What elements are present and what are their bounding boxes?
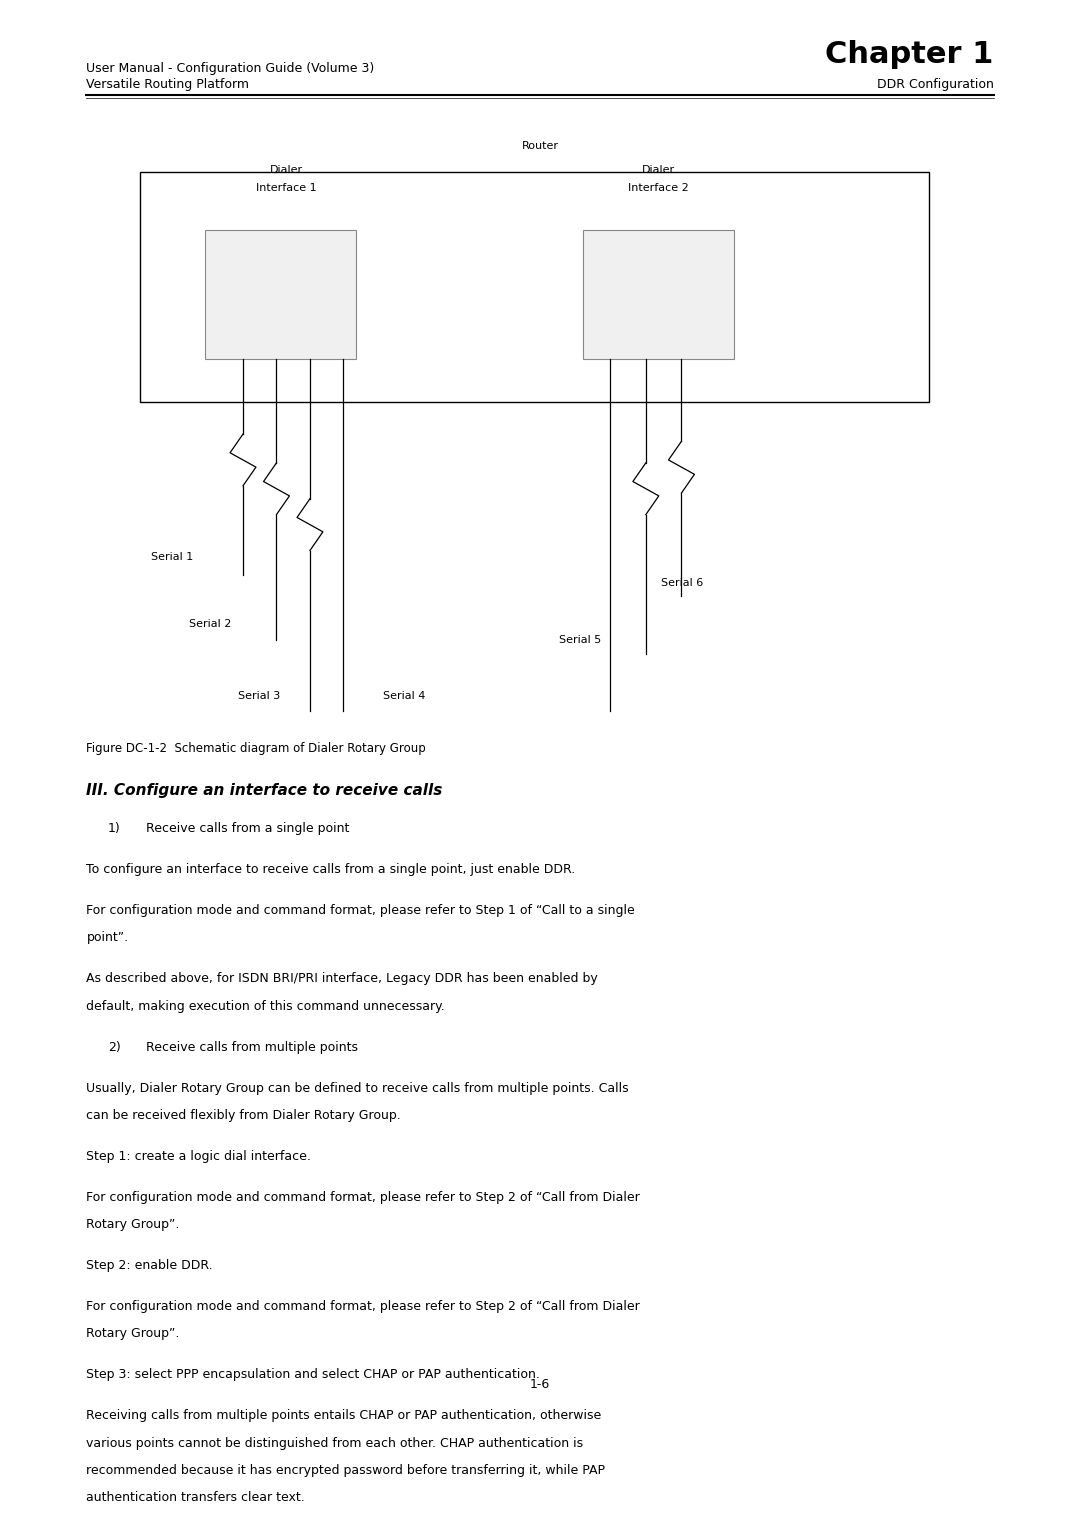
Text: various points cannot be distinguished from each other. CHAP authentication is: various points cannot be distinguished f… <box>86 1436 583 1450</box>
Text: Step 1: create a logic dial interface.: Step 1: create a logic dial interface. <box>86 1151 311 1163</box>
Text: Receive calls from a single point: Receive calls from a single point <box>146 822 349 836</box>
Text: Dialer: Dialer <box>270 165 302 176</box>
Text: Serial 2: Serial 2 <box>189 619 231 630</box>
Text: Receiving calls from multiple points entails CHAP or PAP authentication, otherwi: Receiving calls from multiple points ent… <box>86 1409 602 1423</box>
Text: point”.: point”. <box>86 932 129 944</box>
Text: Step 2: enable DDR.: Step 2: enable DDR. <box>86 1259 213 1273</box>
Text: To configure an interface to receive calls from a single point, just enable DDR.: To configure an interface to receive cal… <box>86 863 576 876</box>
Text: Interface 2: Interface 2 <box>629 183 689 193</box>
FancyBboxPatch shape <box>140 173 929 402</box>
Text: recommended because it has encrypted password before transferring it, while PAP: recommended because it has encrypted pas… <box>86 1464 606 1478</box>
Text: As described above, for ISDN BRI/PRI interface, Legacy DDR has been enabled by: As described above, for ISDN BRI/PRI int… <box>86 972 598 986</box>
Text: 1): 1) <box>108 822 121 836</box>
Text: 2): 2) <box>108 1041 121 1054</box>
Text: Router: Router <box>522 141 558 151</box>
Text: For configuration mode and command format, please refer to Step 1 of “Call to a : For configuration mode and command forma… <box>86 905 635 917</box>
Text: Usually, Dialer Rotary Group can be defined to receive calls from multiple point: Usually, Dialer Rotary Group can be defi… <box>86 1082 629 1094</box>
Text: Serial 3: Serial 3 <box>238 691 280 701</box>
Text: Serial 1: Serial 1 <box>151 552 193 562</box>
FancyBboxPatch shape <box>583 231 734 359</box>
Text: Versatile Routing Platform: Versatile Routing Platform <box>86 78 249 90</box>
Text: 1-6: 1-6 <box>530 1378 550 1392</box>
Text: Dialer: Dialer <box>643 165 675 176</box>
Text: can be received flexibly from Dialer Rotary Group.: can be received flexibly from Dialer Rot… <box>86 1109 401 1122</box>
Text: For configuration mode and command format, please refer to Step 2 of “Call from : For configuration mode and command forma… <box>86 1300 640 1313</box>
Text: Serial 4: Serial 4 <box>383 691 426 701</box>
Text: default, making execution of this command unnecessary.: default, making execution of this comman… <box>86 999 445 1013</box>
Text: Serial 5: Serial 5 <box>559 636 602 645</box>
Text: Figure DC-1-2  Schematic diagram of Dialer Rotary Group: Figure DC-1-2 Schematic diagram of Diale… <box>86 741 427 755</box>
Text: For configuration mode and command format, please refer to Step 2 of “Call from : For configuration mode and command forma… <box>86 1190 640 1204</box>
Text: Rotary Group”.: Rotary Group”. <box>86 1218 179 1232</box>
Text: Chapter 1: Chapter 1 <box>825 40 994 69</box>
Text: DDR Configuration: DDR Configuration <box>877 78 994 90</box>
Text: Serial 6: Serial 6 <box>661 578 703 588</box>
Text: User Manual - Configuration Guide (Volume 3): User Manual - Configuration Guide (Volum… <box>86 61 375 75</box>
Text: III. Configure an interface to receive calls: III. Configure an interface to receive c… <box>86 784 443 798</box>
Text: Receive calls from multiple points: Receive calls from multiple points <box>146 1041 357 1054</box>
Text: Interface 1: Interface 1 <box>256 183 316 193</box>
Text: Rotary Group”.: Rotary Group”. <box>86 1328 179 1340</box>
Text: Step 3: select PPP encapsulation and select CHAP or PAP authentication.: Step 3: select PPP encapsulation and sel… <box>86 1369 540 1381</box>
Text: authentication transfers clear text.: authentication transfers clear text. <box>86 1491 306 1504</box>
FancyBboxPatch shape <box>205 231 356 359</box>
